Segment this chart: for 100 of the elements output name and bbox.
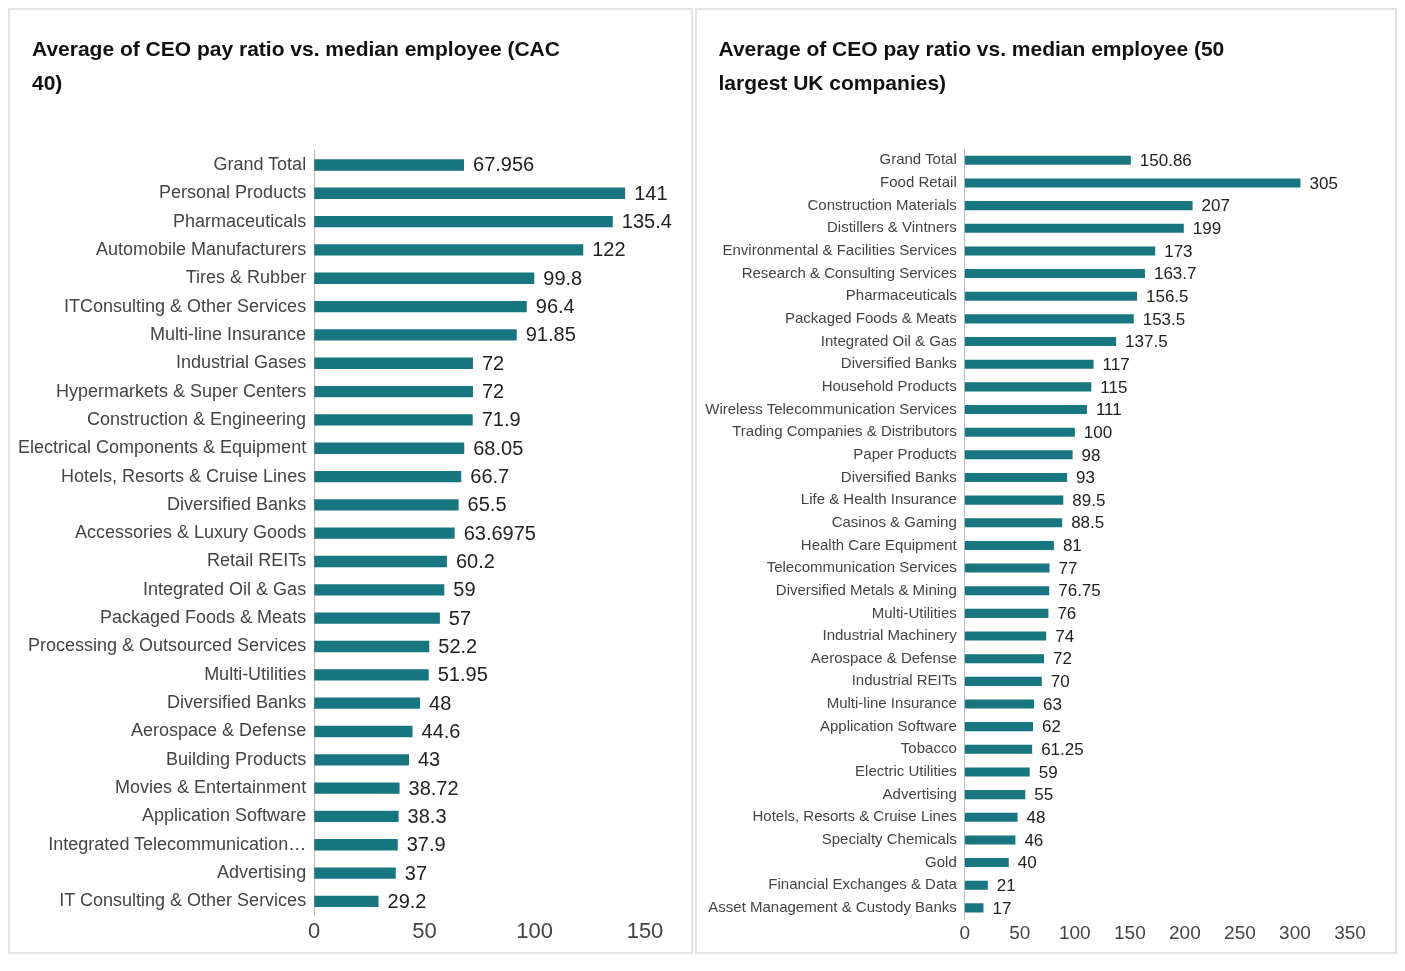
bar xyxy=(964,201,1193,211)
y-tick-label: Tires & Rubber xyxy=(185,267,307,288)
bar xyxy=(314,470,462,483)
y-tick-label: Pharmaceuticals xyxy=(173,210,307,231)
y-tick-label: Personal Products xyxy=(159,182,307,203)
data-label: 48 xyxy=(429,691,452,714)
bar xyxy=(314,555,447,568)
bar xyxy=(964,337,1116,347)
y-tick-label: Casinos & Gaming xyxy=(831,512,957,530)
bar xyxy=(964,744,1032,754)
bar xyxy=(964,472,1067,482)
chart-title: Average of CEO pay ratio vs. median employee (CAC 40) xyxy=(31,36,561,96)
y-tick-label: Diversified Metals & Mining xyxy=(775,580,957,598)
y-tick-label: Diversified Banks xyxy=(167,692,307,713)
data-label: 63.6975 xyxy=(463,521,536,544)
data-label: 72 xyxy=(481,380,505,403)
y-tick-label: Advertising xyxy=(217,862,307,883)
data-label: 207 xyxy=(1201,196,1230,216)
data-label: 135.4 xyxy=(621,210,672,233)
bar xyxy=(314,584,445,596)
data-label: 46 xyxy=(1023,830,1043,850)
data-label: 65.5 xyxy=(467,493,507,516)
bar xyxy=(964,382,1091,392)
data-label: 37 xyxy=(404,861,427,884)
y-tick-label: Wireless Telecommunication Services xyxy=(704,399,957,417)
y-tick-label: Advertising xyxy=(882,784,957,802)
data-label: 81 xyxy=(1062,536,1082,556)
y-tick-label: Tobacco xyxy=(900,739,957,757)
data-label: 150.86 xyxy=(1139,151,1192,171)
bar xyxy=(964,291,1137,301)
bar xyxy=(964,495,1063,505)
bar xyxy=(964,586,1049,596)
bar xyxy=(964,767,1030,777)
x-tick-label: 250 xyxy=(1223,921,1256,943)
data-label: 51.95 xyxy=(437,663,488,686)
x-tick-label: 150 xyxy=(1113,921,1146,943)
y-tick-label: Movies & Entertainment xyxy=(115,777,307,798)
y-tick-label: IT Consulting & Other Services xyxy=(59,890,307,911)
y-tick-label: Processing & Outsourced Services xyxy=(28,635,307,656)
data-label: 68.05 xyxy=(473,436,524,459)
y-tick-label: Accessories & Luxury Goods xyxy=(75,522,307,543)
data-label: 71.9 xyxy=(481,408,521,431)
y-tick-label: Specialty Chemicals xyxy=(821,830,957,848)
data-label: 59 xyxy=(1038,762,1058,782)
data-label: 38.72 xyxy=(408,776,459,799)
data-label: 40 xyxy=(1017,853,1037,873)
y-tick-label: Financial Exchanges & Data xyxy=(767,875,957,893)
bar xyxy=(314,839,398,851)
x-tick-label: 0 xyxy=(958,921,970,943)
y-tick-label: ITConsulting & Other Services xyxy=(64,295,307,316)
bar xyxy=(964,359,1094,369)
data-label: 122 xyxy=(592,238,626,261)
y-tick-label: Electrical Components & Equipment xyxy=(18,437,307,458)
data-label: 60.2 xyxy=(455,550,495,573)
data-label: 52.2 xyxy=(438,635,478,658)
data-label: 63 xyxy=(1042,694,1062,714)
bar xyxy=(964,835,1015,845)
data-label: 199 xyxy=(1192,218,1221,238)
bar xyxy=(964,880,988,890)
data-label: 44.6 xyxy=(421,720,461,742)
data-label: 91.85 xyxy=(525,323,576,346)
data-label: 305 xyxy=(1308,173,1338,193)
bar xyxy=(314,810,399,823)
bar xyxy=(314,385,473,398)
bar xyxy=(964,903,983,913)
bar xyxy=(964,722,1033,732)
data-label: 55 xyxy=(1033,785,1053,805)
y-tick-label: Hotels, Resorts & Cruise Lines xyxy=(61,465,307,486)
data-label: 156.5 xyxy=(1145,286,1189,306)
x-tick-label: 150 xyxy=(626,917,664,943)
data-label: 76.75 xyxy=(1057,581,1101,601)
y-tick-label: Gold xyxy=(924,852,957,870)
y-tick-label: Hotels, Resorts & Cruise Lines xyxy=(752,807,957,825)
bar xyxy=(314,867,396,879)
y-tick-label: Household Products xyxy=(821,377,957,394)
bar xyxy=(964,269,1145,279)
y-tick-label: Electric Utilities xyxy=(854,762,957,780)
y-tick-label: Diversified Banks xyxy=(167,493,307,514)
y-tick-label: Grand Total xyxy=(213,153,307,174)
data-label: 137.5 xyxy=(1124,332,1168,352)
data-label: 93 xyxy=(1075,468,1095,488)
y-tick-label: Diversified Banks xyxy=(840,354,957,372)
bar xyxy=(964,246,1155,256)
y-tick-label: Trading Companies & Distributors xyxy=(731,422,957,440)
y-tick-label: Construction Materials xyxy=(807,195,957,213)
bar xyxy=(314,442,465,454)
bar xyxy=(314,499,459,511)
y-tick-label: Grand Total xyxy=(878,150,957,168)
bar xyxy=(314,669,429,681)
y-tick-label: Integrated Oil & Gas xyxy=(143,578,307,599)
x-tick-label: 50 xyxy=(412,917,437,943)
bar xyxy=(964,563,1049,573)
bar xyxy=(964,631,1046,641)
y-tick-label: Health Care Equipment xyxy=(800,535,958,553)
y-tick-label: Multi-line Insurance xyxy=(150,323,307,344)
bar xyxy=(964,790,1025,800)
bar xyxy=(964,450,1073,460)
data-label: 70 xyxy=(1050,672,1070,692)
data-label: 163.7 xyxy=(1153,264,1196,284)
data-label: 141 xyxy=(634,181,668,204)
